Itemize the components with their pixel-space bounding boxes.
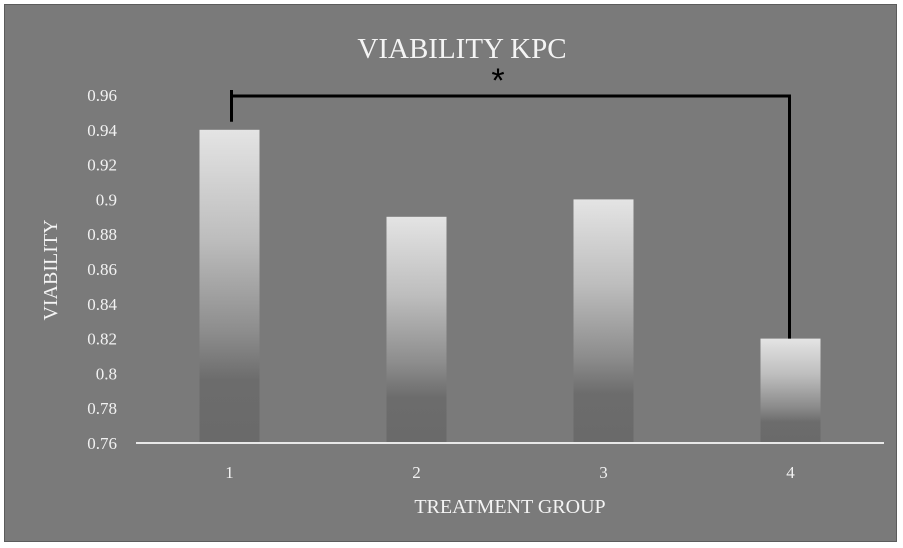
y-tick-label: 0.92 (87, 156, 117, 175)
significance-bracket: * (230, 62, 791, 339)
y-tick-label: 0.88 (87, 225, 117, 244)
significance-star: * (491, 62, 504, 100)
chart-title: VIABILITY KPC (357, 33, 566, 65)
x-tick-label: 2 (412, 463, 421, 482)
x-axis-ticks: 1 2 3 4 (225, 463, 795, 482)
y-tick-label: 0.8 (96, 364, 117, 383)
x-tick-label: 1 (225, 463, 234, 482)
y-tick-label: 0.9 (96, 190, 117, 209)
y-axis-label: VIABILITY (40, 219, 62, 320)
chart-frame (4, 4, 897, 542)
bar (386, 216, 447, 443)
y-tick-label: 0.84 (87, 295, 117, 314)
bar (199, 129, 260, 444)
x-axis-label: TREATMENT GROUP (414, 496, 605, 518)
bar (760, 338, 821, 443)
y-tick-label: 0.82 (87, 330, 117, 349)
significance-line (230, 90, 791, 339)
y-tick-label: 0.86 (87, 260, 117, 279)
bars-group (199, 129, 821, 444)
y-axis-ticks: 0.76 0.78 0.8 0.82 0.84 0.86 0.88 0.9 0.92 0.94 0.… (87, 86, 117, 453)
x-tick-label: 3 (599, 463, 608, 482)
y-tick-label: 0.96 (87, 86, 117, 105)
y-tick-label: 0.76 (87, 434, 117, 453)
y-tick-label: 0.78 (87, 399, 117, 418)
x-tick-label: 4 (786, 463, 795, 482)
y-tick-label: 0.94 (87, 121, 117, 140)
bar (573, 199, 634, 443)
